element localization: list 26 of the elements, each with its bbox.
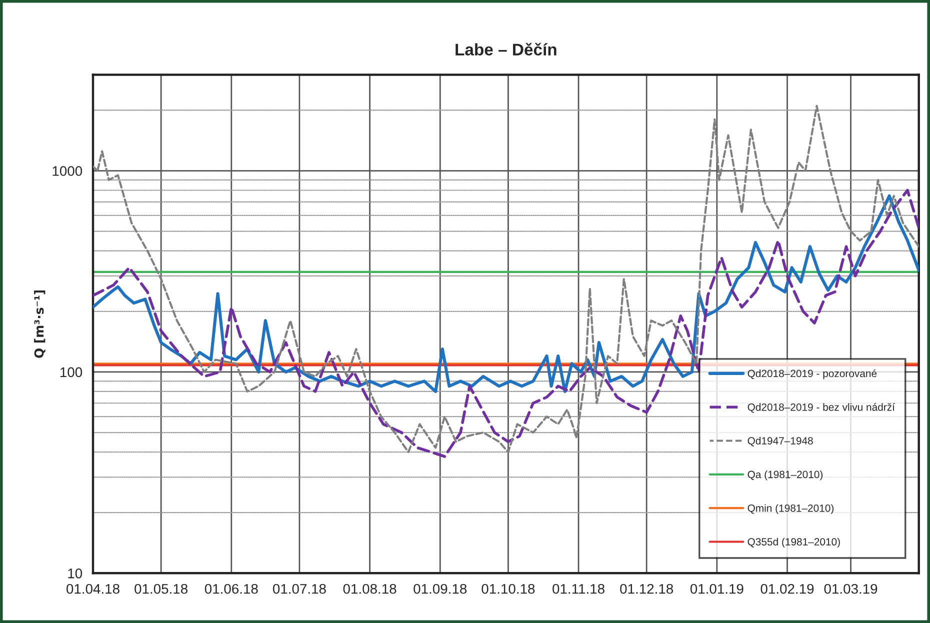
x-tick-label: 01.06.18	[204, 584, 258, 594]
chart-title: Labe – Děčín	[456, 42, 556, 56]
y-tick-label: 1000	[52, 166, 82, 176]
legend-label: Qd2018–2019 - pozorované	[748, 369, 877, 380]
x-tick-label: 01.04.18	[66, 584, 120, 594]
x-tick-label: 01.08.18	[343, 584, 396, 594]
legend-label: Qa (1981–2010)	[748, 470, 823, 480]
line-series	[93, 104, 919, 454]
y-tick-label: 100	[60, 367, 82, 378]
line-series	[93, 188, 919, 458]
x-tick-label: 01.11.18	[552, 584, 604, 594]
line-series	[93, 194, 919, 393]
x-tick-label: 01.10.18	[482, 584, 535, 594]
y-tick-label: 10	[68, 568, 82, 578]
legend-label: Qmin (1981–2010)	[748, 504, 834, 514]
x-tick-label: 01.07.18	[272, 584, 326, 594]
x-tick-label: 01.02.19	[760, 584, 814, 594]
x-tick-label: 01.03.19	[824, 584, 878, 594]
legend-label: Qd1947–1948	[748, 436, 813, 446]
x-tick-label: 01.01.19	[690, 584, 744, 594]
legend-label: Q355d (1981–2010)	[748, 538, 840, 548]
legend-label: Qd2018–2019 - bez vlivu nádrží	[748, 403, 895, 413]
x-tick-label: 01.09.18	[414, 584, 467, 594]
x-tick-label: 01.05.18	[134, 584, 188, 594]
y-axis-title: Q [m³·s⁻¹]	[34, 290, 46, 358]
x-tick-label: 01.12.18	[620, 584, 674, 594]
